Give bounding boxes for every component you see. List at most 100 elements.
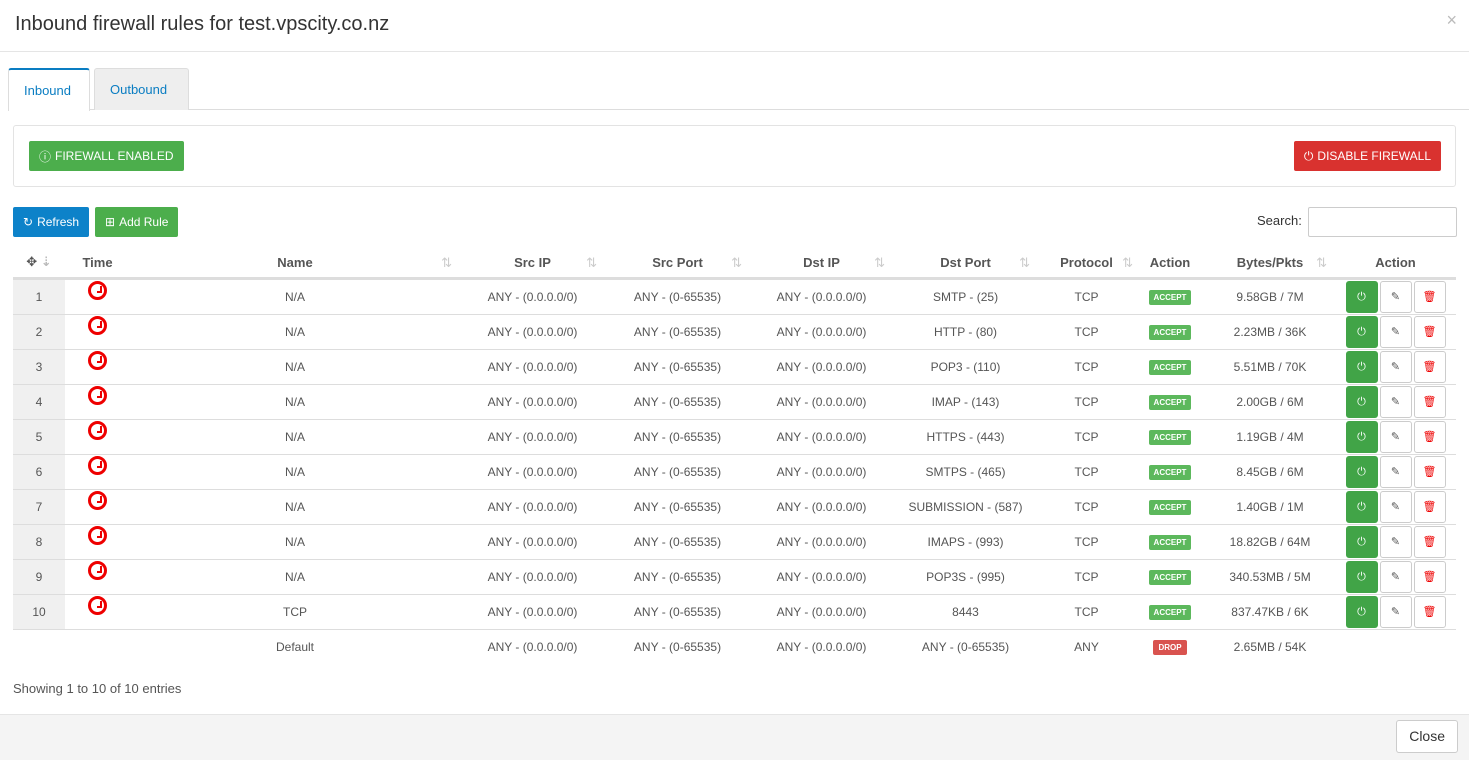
toggle-rule-button[interactable]: ⏻ — [1345, 315, 1378, 348]
table-row: 2 N/A ANY - (0.0.0.0/0) ANY - (0-65535) ANY … — [13, 314, 1456, 350]
delete-rule-button[interactable]: 🗑 — [1413, 315, 1446, 348]
edit-rule-button[interactable]: ✎ — [1379, 490, 1412, 523]
power-icon: ⏻ — [1357, 290, 1366, 303]
edit-rule-button[interactable]: ✎ — [1379, 595, 1412, 628]
tab-outbound[interactable]: Outbound — [94, 68, 189, 110]
delete-rule-button[interactable]: 🗑 — [1413, 595, 1446, 628]
trash-icon: 🗑 — [1422, 430, 1437, 443]
delete-rule-button[interactable]: 🗑 — [1413, 280, 1446, 313]
dst-ip-cell: ANY - (0.0.0.0/0) — [750, 419, 893, 455]
dst-ip-cell: ANY - (0.0.0.0/0) — [750, 349, 893, 385]
time-cell — [65, 629, 130, 664]
toggle-rule-button[interactable]: ⏻ — [1345, 280, 1378, 313]
firewall-enabled-button[interactable]: ⓘ FIREWALL ENABLED — [29, 141, 184, 171]
edit-rule-button[interactable]: ✎ — [1379, 525, 1412, 558]
row-number: 7 — [13, 489, 65, 525]
toggle-rule-button[interactable]: ⏻ — [1345, 420, 1378, 453]
clock-icon[interactable] — [88, 385, 107, 405]
accept-badge: ACCEPT — [1148, 289, 1192, 305]
action-cell: DROP — [1135, 629, 1205, 664]
clock-icon[interactable] — [88, 490, 107, 510]
power-icon: ⏻ — [1303, 148, 1314, 163]
clock-icon[interactable] — [88, 595, 107, 615]
col-name[interactable]: Name ⇅ — [130, 248, 460, 280]
src-ip-cell: ANY - (0.0.0.0/0) — [460, 524, 605, 560]
table-row: 5 N/A ANY - (0.0.0.0/0) ANY - (0-65535) ANY … — [13, 419, 1456, 455]
bytes-cell: 9.58GB / 7M — [1205, 278, 1335, 315]
src-port-cell: ANY - (0-65535) — [633, 639, 722, 654]
col-dst-ip[interactable]: Dst IP ⇅ — [750, 248, 893, 280]
delete-rule-button[interactable]: 🗑 — [1413, 455, 1446, 488]
col-src-port[interactable]: Src Port ⇅ — [605, 248, 750, 280]
toggle-rule-button[interactable]: ⏻ — [1345, 490, 1378, 523]
col-src-port-label: Src Port — [652, 254, 703, 270]
table-row: 1 N/A ANY - (0.0.0.0/0) ANY - (0-65535) ANY … — [13, 278, 1456, 315]
row-actions: ⏻ ✎ 🗑 — [1335, 278, 1456, 315]
power-icon: ⏻ — [1357, 500, 1366, 513]
dst-ip-cell: ANY - (0.0.0.0/0) — [750, 314, 893, 350]
bytes-cell: 2.00GB / 6M — [1205, 384, 1335, 420]
disable-firewall-button[interactable]: ⏻ DISABLE FIREWALL — [1293, 141, 1441, 171]
toggle-rule-button[interactable]: ⏻ — [1345, 350, 1378, 383]
time-cell — [65, 524, 130, 560]
refresh-button[interactable]: ↻ Refresh — [13, 207, 90, 237]
clock-icon[interactable] — [88, 560, 107, 580]
dst-port-cell: IMAP - (143) — [893, 384, 1038, 420]
col-src-ip[interactable]: Src IP ⇅ — [460, 248, 605, 280]
clock-icon[interactable] — [88, 280, 107, 300]
edit-rule-button[interactable]: ✎ — [1379, 560, 1412, 593]
edit-rule-button[interactable]: ✎ — [1379, 315, 1412, 348]
close-icon[interactable]: × — [1446, 10, 1457, 30]
col-protocol[interactable]: Protocol ⇅ — [1038, 248, 1135, 280]
search-input[interactable] — [1308, 207, 1457, 237]
clock-icon[interactable] — [88, 315, 107, 335]
dst-ip-cell: ANY - (0.0.0.0/0) — [750, 559, 893, 595]
edit-icon: ✎ — [1390, 290, 1401, 303]
sort-icon: ⇣ — [40, 254, 52, 270]
edit-rule-button[interactable]: ✎ — [1379, 385, 1412, 418]
delete-rule-button[interactable]: 🗑 — [1413, 490, 1446, 523]
edit-rule-button[interactable]: ✎ — [1379, 455, 1412, 488]
col-time[interactable]: Time — [65, 248, 130, 280]
name-cell: N/A — [130, 454, 460, 490]
toggle-rule-button[interactable]: ⏻ — [1345, 560, 1378, 593]
toggle-rule-button[interactable]: ⏻ — [1345, 455, 1378, 488]
clock-icon[interactable] — [88, 525, 107, 545]
add-rule-label: Add Rule — [119, 215, 169, 229]
name-cell: N/A — [130, 349, 460, 385]
toggle-rule-button[interactable]: ⏻ — [1345, 385, 1378, 418]
action-cell: ACCEPT — [1135, 559, 1205, 595]
close-button[interactable]: Close — [1396, 720, 1458, 753]
toggle-rule-button[interactable]: ⏻ — [1345, 595, 1378, 628]
delete-rule-button[interactable]: 🗑 — [1413, 420, 1446, 453]
table-row: 6 N/A ANY - (0.0.0.0/0) ANY - (0-65535) ANY … — [13, 454, 1456, 490]
clock-icon[interactable] — [88, 350, 107, 370]
col-bytes[interactable]: Bytes/Pkts ⇅ — [1205, 248, 1335, 280]
delete-rule-button[interactable]: 🗑 — [1413, 350, 1446, 383]
clock-icon[interactable] — [88, 455, 107, 475]
toggle-rule-button[interactable]: ⏻ — [1345, 525, 1378, 558]
row-number: 5 — [13, 419, 65, 455]
col-src-ip-label: Src IP — [514, 254, 551, 270]
delete-rule-button[interactable]: 🗑 — [1413, 385, 1446, 418]
edit-icon: ✎ — [1390, 535, 1401, 548]
edit-icon: ✎ — [1390, 570, 1401, 583]
bytes-cell: 340.53MB / 5M — [1205, 559, 1335, 595]
edit-rule-button[interactable]: ✎ — [1379, 420, 1412, 453]
add-rule-button[interactable]: ⊞ Add Rule — [95, 207, 179, 237]
col-action[interactable]: Action — [1135, 248, 1205, 280]
action-cell: ACCEPT — [1135, 278, 1205, 315]
delete-rule-button[interactable]: 🗑 — [1413, 560, 1446, 593]
col-dst-port[interactable]: Dst Port ⇅ — [893, 248, 1038, 280]
tab-inbound[interactable]: Inbound — [8, 68, 90, 111]
delete-rule-button[interactable]: 🗑 — [1413, 525, 1446, 558]
src-port-cell: ANY - (0-65535) — [605, 559, 750, 595]
clock-icon[interactable] — [88, 420, 107, 440]
edit-rule-button[interactable]: ✎ — [1379, 280, 1412, 313]
edit-rule-button[interactable]: ✎ — [1379, 350, 1412, 383]
accept-badge: ACCEPT — [1148, 394, 1192, 410]
action-cell: ACCEPT — [1135, 314, 1205, 350]
edit-icon: ✎ — [1390, 605, 1401, 618]
reorder-header[interactable]: ✥ ⇣ — [13, 248, 65, 280]
table-row: 8 N/A ANY - (0.0.0.0/0) ANY - (0-65535) ANY … — [13, 524, 1456, 560]
